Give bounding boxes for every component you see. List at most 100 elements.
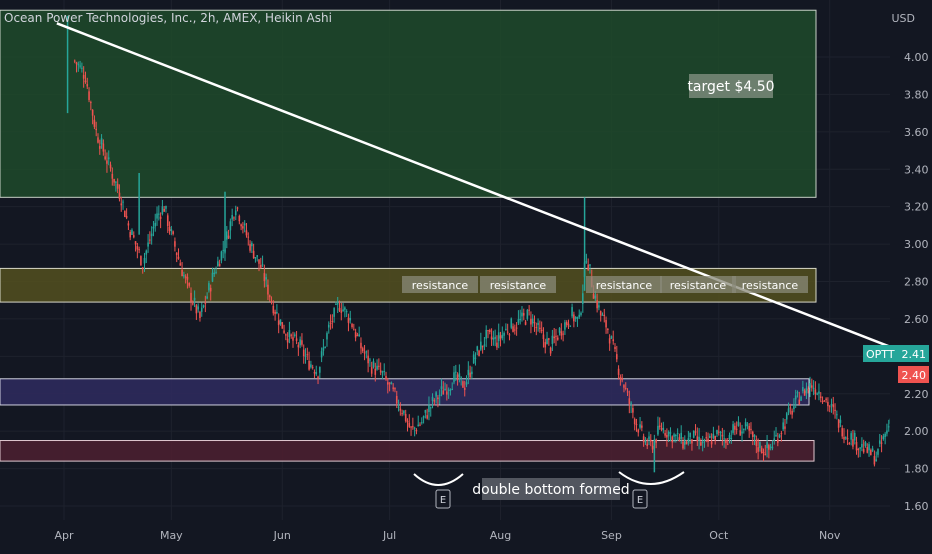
candle-body: [866, 447, 869, 453]
candle-body: [805, 388, 808, 394]
candle-body: [730, 438, 733, 440]
candle-body: [544, 342, 547, 348]
resistance-label[interactable]: resistance: [742, 279, 799, 292]
candle-body: [463, 387, 466, 390]
candle-body: [589, 264, 591, 266]
candle-body: [567, 323, 570, 326]
candle-body: [555, 335, 557, 337]
candle-body: [268, 295, 271, 298]
candle-body: [392, 387, 394, 389]
candle-body: [276, 311, 278, 314]
candle-body: [454, 371, 457, 373]
time-tick-label: Nov: [819, 529, 841, 542]
candle-body: [231, 215, 233, 220]
candle-body: [292, 337, 294, 341]
resistance-label[interactable]: resistance: [670, 279, 727, 292]
candle-body: [338, 308, 341, 311]
candle-body: [102, 143, 105, 152]
candle-body: [401, 413, 403, 415]
resistance-label-bg: [402, 276, 478, 293]
candle-body: [143, 257, 146, 264]
candle-body: [132, 235, 135, 238]
candle-body: [812, 387, 815, 389]
candle-body: [242, 226, 244, 229]
candle-body: [769, 446, 772, 448]
candle-body: [682, 441, 684, 449]
candle-body: [474, 357, 477, 359]
candle-body: [870, 450, 872, 456]
time-axis[interactable]: Apr May Jun Jul Aug Sep Oct Nov: [54, 529, 840, 542]
candle-body: [778, 435, 781, 438]
candle-body: [617, 368, 620, 375]
candle-body: [161, 206, 164, 214]
resistance-label[interactable]: resistance: [596, 279, 653, 292]
candle-body: [764, 453, 767, 456]
candle-body: [426, 415, 428, 419]
candle-body: [696, 436, 699, 442]
symbol-badge[interactable]: [863, 345, 929, 362]
candle-body: [628, 398, 631, 404]
trendline[interactable]: [56, 22, 932, 390]
price-axis[interactable]: 4.00 3.80 3.60 3.40 3.20 3.00 2.80 2.60 2.40 2.20…: [863, 0, 932, 550]
target-label[interactable]: target $4.50: [687, 79, 774, 95]
candle-body: [757, 447, 759, 452]
candle-body: [777, 439, 779, 443]
candle-body: [837, 419, 840, 428]
candle-body: [431, 396, 434, 401]
candle-body: [390, 382, 393, 385]
last-price-label: 2.41: [902, 348, 927, 361]
candle-body: [651, 445, 654, 450]
candle-body: [195, 305, 198, 314]
lower-support-zone[interactable]: [0, 440, 815, 462]
candle-body: [637, 429, 640, 433]
candle-body: [582, 293, 584, 304]
candle-body: [301, 340, 303, 345]
time-tick-label: Jul: [382, 529, 396, 542]
candle-body: [310, 364, 312, 368]
candle-body: [514, 329, 516, 331]
candle-body: [84, 80, 87, 83]
earnings-marker[interactable]: [632, 489, 648, 509]
candle-body: [798, 399, 801, 405]
candle-body: [168, 226, 171, 231]
candle-body: [315, 372, 318, 375]
candle-body: [700, 442, 702, 446]
candle-body: [608, 338, 611, 344]
candle-body: [422, 416, 425, 418]
candle-body: [295, 338, 298, 341]
candle-body: [259, 264, 262, 268]
resistance-label-bg: [586, 276, 662, 293]
candle-body: [494, 336, 496, 339]
candle-body: [766, 442, 768, 449]
upper-support-zone[interactable]: [0, 378, 810, 406]
candle-body: [91, 109, 94, 116]
prev-price-badge[interactable]: [898, 366, 929, 383]
candle-body: [370, 367, 373, 374]
candle-body: [803, 390, 806, 396]
candle-body: [691, 439, 693, 444]
target-zone[interactable]: [0, 9, 817, 198]
candle-body: [830, 403, 833, 406]
resistance-label[interactable]: resistance: [490, 279, 547, 292]
resistance-label[interactable]: resistance: [412, 279, 469, 292]
candle-body: [388, 382, 391, 384]
candle-body: [531, 318, 534, 324]
earnings-marker[interactable]: [435, 489, 451, 509]
candle-body: [707, 438, 709, 442]
candle-body: [136, 246, 139, 250]
candle-body: [417, 424, 420, 427]
price-tick-label: 3.80: [904, 88, 929, 101]
double-bottom-label[interactable]: double bottom formed: [472, 482, 629, 498]
candle-body: [285, 334, 287, 336]
candle-body: [497, 332, 500, 342]
candle-body: [252, 250, 255, 259]
candle-body: [97, 137, 99, 143]
candle-body: [546, 338, 548, 345]
candle-body: [517, 319, 520, 323]
candle-body: [780, 433, 783, 435]
candle-body: [524, 321, 527, 325]
candle-body: [635, 424, 638, 426]
candle-body: [127, 223, 130, 226]
